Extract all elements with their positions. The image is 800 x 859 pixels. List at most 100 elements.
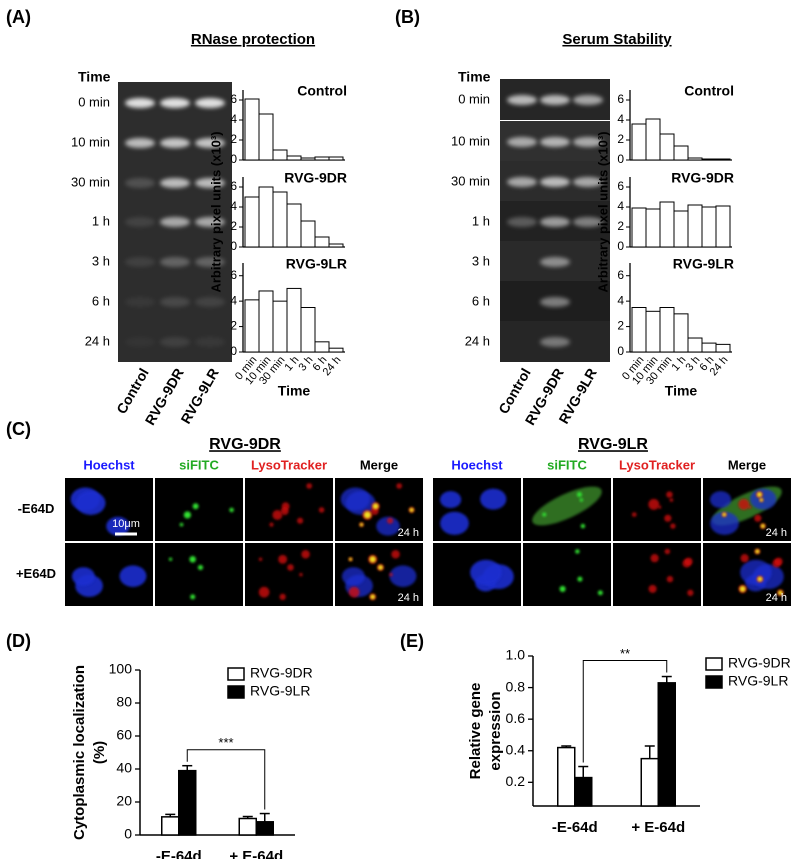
bar [255,821,274,836]
sirna-dot [755,549,760,554]
bar [701,342,717,353]
time-label: 3 h [472,253,490,268]
lysosome [280,507,289,516]
significance-label: ** [620,646,630,661]
x-tick-label: + E-64d [229,848,283,859]
time-label: 30 min [451,173,490,188]
y-tick-label: 6 [230,179,237,193]
lysosome [648,584,657,593]
bar [715,205,731,248]
lysosome [269,522,274,527]
sirna-dot [179,522,184,527]
gel-band [160,297,190,307]
gel-band [573,177,603,187]
gel-band [195,178,225,188]
nucleus [710,511,739,535]
y-tick-label: 0 [230,239,237,253]
bar [244,196,260,248]
bar [657,682,676,807]
bar [258,186,274,248]
panel-label: (D) [6,631,31,651]
x-axis-label: Time [665,383,698,399]
y-tick-label: 100 [109,661,133,677]
nucleus [709,491,732,509]
y-tick-label: 6 [230,268,237,282]
channel-label: siFITC [179,457,219,472]
panel-label: (A) [6,7,31,27]
gel-band [160,178,190,188]
nucleus [71,567,95,586]
chart-title: Control [684,83,734,99]
bar [659,307,675,353]
gel-band [573,95,603,105]
y-tick-label: 4 [230,293,237,307]
sirna-dot [756,492,762,498]
sirna-dot [369,555,376,563]
gel-band [195,337,225,347]
chart-title: Control [297,83,347,99]
group-title: RVG-9DR [209,436,281,453]
lysosome [631,512,637,517]
legend-label: RVG-9LR [728,673,788,689]
bar [645,118,661,161]
y-tick-label: 40 [116,760,132,776]
sirna-dot [576,492,582,498]
nucleus [341,567,365,586]
gel-band [125,217,155,227]
sirna-dot [189,555,196,563]
nucleus [750,488,777,510]
y-tick-label: 2 [230,132,237,146]
micrograph [613,543,701,606]
sirna-dot [722,512,727,517]
bar [314,341,330,353]
lysosome [287,564,294,571]
x-tick-label: + E-64d [631,819,685,836]
legend-label: RVG-9DR [728,655,791,671]
legend-label: RVG-9LR [250,683,310,699]
channel-label: siFITC [547,457,587,472]
bar [673,210,689,248]
lysosome [258,586,270,598]
lysosome [272,509,283,520]
y-tick-label: 0 [617,152,624,166]
bar [161,816,180,836]
x-tick-label: -E-64d [552,819,598,836]
gel-band [540,137,570,147]
bar [687,204,703,248]
bar [574,776,593,807]
bar [715,343,731,353]
gel-band [573,137,603,147]
bar [640,757,659,807]
y-tick-label: 60 [116,727,132,743]
significance-bracket [582,660,668,763]
gel-band [540,217,570,227]
sirna-dot [183,511,192,519]
bar [272,149,288,161]
nucleus [480,488,507,510]
bar [238,817,257,836]
legend-swatch [227,685,245,699]
y-tick-label: 2 [230,219,237,233]
time-stamp: 24 h [766,527,787,539]
sirna-dot [757,576,763,582]
gel-band [540,257,570,267]
legend-label: RVG-9DR [250,665,313,681]
y-tick-label: 6 [617,268,624,282]
bar [286,155,302,161]
gel-band [125,297,155,307]
lysosome [666,575,674,583]
channel-label: Hoechst [83,457,135,472]
bar [659,133,675,161]
lysosome [669,498,674,502]
scale-bar-label: 10μm [112,518,140,530]
sirna-dot [580,523,586,529]
gel-band [507,137,537,147]
bar [328,347,344,353]
gel-band [195,257,225,267]
lysosome [664,514,672,522]
legend-swatch [705,675,723,689]
y-tick-label: 2 [230,319,237,333]
bar [258,290,274,353]
lysosome [258,557,263,562]
panel-label: (C) [6,419,31,439]
